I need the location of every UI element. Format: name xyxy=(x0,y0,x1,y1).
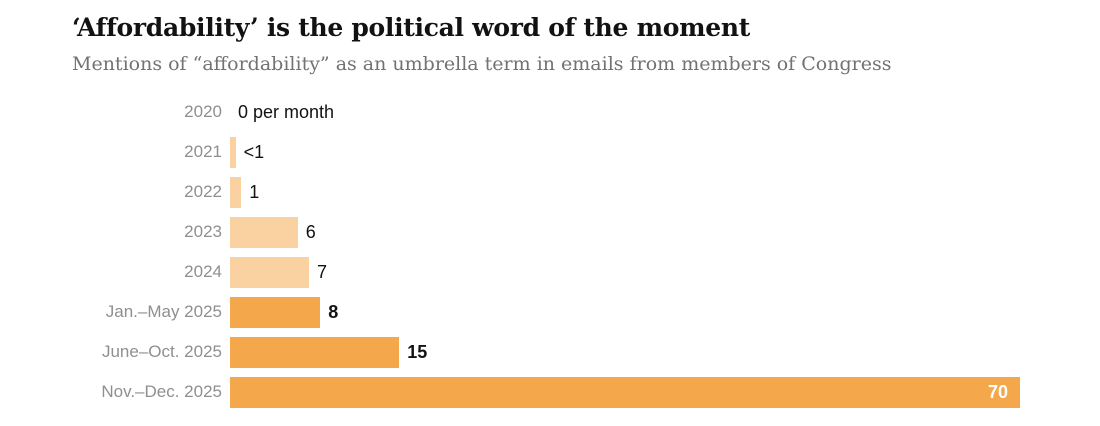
chart-rows: 2020 0 per month 2021 <1 2022 1 2023 6 2… xyxy=(0,92,1100,412)
value-label: 1 xyxy=(249,181,260,202)
chart-row: June–Oct. 2025 15 xyxy=(0,332,1100,372)
category-label: 2022 xyxy=(184,182,222,201)
value-label: 8 xyxy=(328,301,339,322)
bar-area: 6 xyxy=(230,212,1100,252)
category-label: 2020 xyxy=(184,102,222,121)
chart-subtitle: Mentions of “affordability” as an umbrel… xyxy=(72,53,892,75)
bar xyxy=(230,336,400,368)
chart-title: ‘Affordability’ is the political word of… xyxy=(72,13,750,42)
chart-row: 2023 6 xyxy=(0,212,1100,252)
bar xyxy=(230,216,298,248)
value-label: 70 xyxy=(987,381,1008,402)
bar-area: 0 per month xyxy=(230,92,1100,132)
bar-area: 1 xyxy=(230,172,1100,212)
bar xyxy=(230,296,321,328)
value-label: 7 xyxy=(317,261,328,282)
chart-row: 2020 0 per month xyxy=(0,92,1100,132)
category-label: 2023 xyxy=(184,222,222,241)
chart-row: 2021 <1 xyxy=(0,132,1100,172)
value-label: 0 per month xyxy=(238,101,335,122)
bar xyxy=(230,176,242,208)
bar xyxy=(230,256,309,288)
category-label: June–Oct. 2025 xyxy=(101,342,222,361)
chart-header: ‘Affordability’ is the political word of… xyxy=(0,0,1100,76)
value-label: <1 xyxy=(243,141,265,162)
bar-area: <1 xyxy=(230,132,1100,172)
bar-area: 7 xyxy=(230,252,1100,292)
chart-row: Nov.–Dec. 2025 70 xyxy=(0,372,1100,412)
chart-row: 2022 1 xyxy=(0,172,1100,212)
category-label: Nov.–Dec. 2025 xyxy=(101,382,222,401)
chart-row: Jan.–May 2025 8 xyxy=(0,292,1100,332)
bar-area: 15 xyxy=(230,332,1100,372)
bar-area: 8 xyxy=(230,292,1100,332)
bar-chart: 2020 0 per month 2021 <1 2022 1 2023 6 2… xyxy=(0,92,1100,412)
bar-area: 70 xyxy=(230,372,1100,412)
category-label: 2021 xyxy=(184,142,222,161)
bar xyxy=(230,136,236,168)
category-label: 2024 xyxy=(184,262,222,281)
value-label: 15 xyxy=(407,341,428,362)
bar: 70 xyxy=(230,376,1020,408)
category-label: Jan.–May 2025 xyxy=(105,302,222,321)
chart-row: 2024 7 xyxy=(0,252,1100,292)
value-label: 6 xyxy=(305,221,316,242)
